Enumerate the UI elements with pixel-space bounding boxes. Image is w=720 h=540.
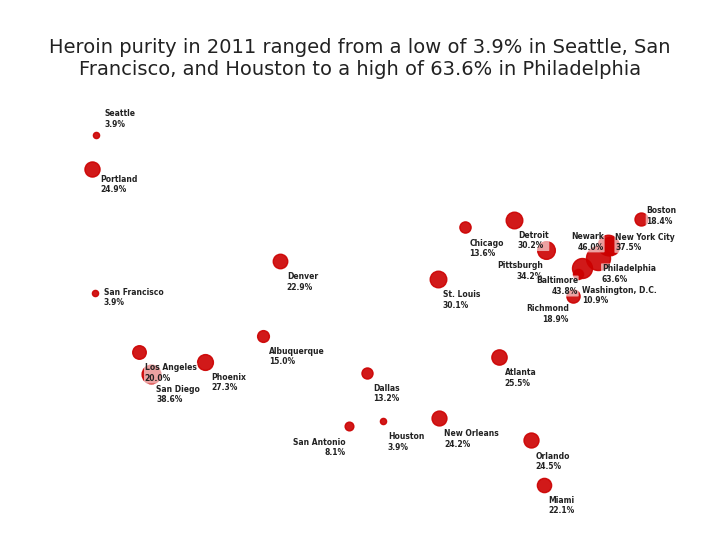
Text: Pittsburgh
34.2%: Pittsburgh 34.2% bbox=[497, 261, 543, 280]
Point bbox=[89, 288, 101, 297]
Text: Houston
3.9%: Houston 3.9% bbox=[388, 432, 424, 451]
Text: New Orleans
24.2%: New Orleans 24.2% bbox=[444, 429, 499, 449]
Point bbox=[635, 215, 647, 224]
Point bbox=[199, 357, 211, 366]
Point bbox=[86, 164, 98, 173]
Text: San Diego
38.6%: San Diego 38.6% bbox=[156, 385, 200, 404]
Text: San Francisco
3.9%: San Francisco 3.9% bbox=[104, 288, 163, 307]
Point bbox=[572, 270, 583, 279]
Point bbox=[604, 241, 616, 250]
Text: Orlando
24.5%: Orlando 24.5% bbox=[536, 451, 570, 471]
Text: New York City
37.5%: New York City 37.5% bbox=[615, 233, 675, 252]
Text: Washington, D.C.
10.9%: Washington, D.C. 10.9% bbox=[582, 286, 657, 305]
Point bbox=[526, 436, 537, 445]
Text: Newark
46.0%: Newark 46.0% bbox=[571, 232, 604, 252]
Point bbox=[361, 368, 373, 377]
Text: Dallas
13.2%: Dallas 13.2% bbox=[373, 384, 400, 403]
Point bbox=[257, 332, 269, 340]
Point bbox=[377, 417, 388, 426]
Point bbox=[459, 223, 471, 232]
Text: Chicago
13.6%: Chicago 13.6% bbox=[469, 239, 504, 258]
Point bbox=[145, 369, 157, 378]
Point bbox=[577, 264, 588, 273]
Point bbox=[433, 414, 445, 422]
Text: Detroit
30.2%: Detroit 30.2% bbox=[518, 231, 549, 250]
Point bbox=[603, 241, 614, 249]
Text: Heroin purity in 2011 ranged from a low of 3.9% in Seattle, San
Francisco, and H: Heroin purity in 2011 ranged from a low … bbox=[49, 38, 671, 79]
Point bbox=[275, 257, 287, 266]
Text: Atlanta
25.5%: Atlanta 25.5% bbox=[505, 368, 536, 388]
Text: Richmond
18.9%: Richmond 18.9% bbox=[526, 305, 569, 324]
Text: Baltimore
43.8%: Baltimore 43.8% bbox=[536, 276, 578, 296]
Text: Seattle
3.9%: Seattle 3.9% bbox=[104, 109, 135, 129]
Text: Boston
18.4%: Boston 18.4% bbox=[647, 206, 677, 226]
Point bbox=[567, 292, 579, 301]
Point bbox=[432, 274, 444, 283]
Text: Los Angeles
20.0%: Los Angeles 20.0% bbox=[145, 363, 197, 383]
Point bbox=[508, 215, 519, 224]
Text: Phoenix
27.3%: Phoenix 27.3% bbox=[212, 373, 246, 393]
Point bbox=[494, 353, 505, 361]
Point bbox=[592, 253, 603, 262]
Text: San Antonio
8.1%: San Antonio 8.1% bbox=[292, 437, 345, 457]
Text: Denver
22.9%: Denver 22.9% bbox=[287, 272, 318, 292]
Text: Portland
24.9%: Portland 24.9% bbox=[101, 175, 138, 194]
Point bbox=[134, 348, 145, 356]
Text: Albuquerque
15.0%: Albuquerque 15.0% bbox=[269, 347, 325, 366]
Text: St. Louis
30.1%: St. Louis 30.1% bbox=[443, 290, 480, 309]
Point bbox=[541, 246, 552, 254]
Point bbox=[539, 481, 550, 489]
Text: Philadelphia
63.6%: Philadelphia 63.6% bbox=[602, 264, 656, 284]
Point bbox=[343, 422, 355, 431]
Text: Miami
22.1%: Miami 22.1% bbox=[549, 496, 575, 516]
Point bbox=[90, 131, 102, 139]
